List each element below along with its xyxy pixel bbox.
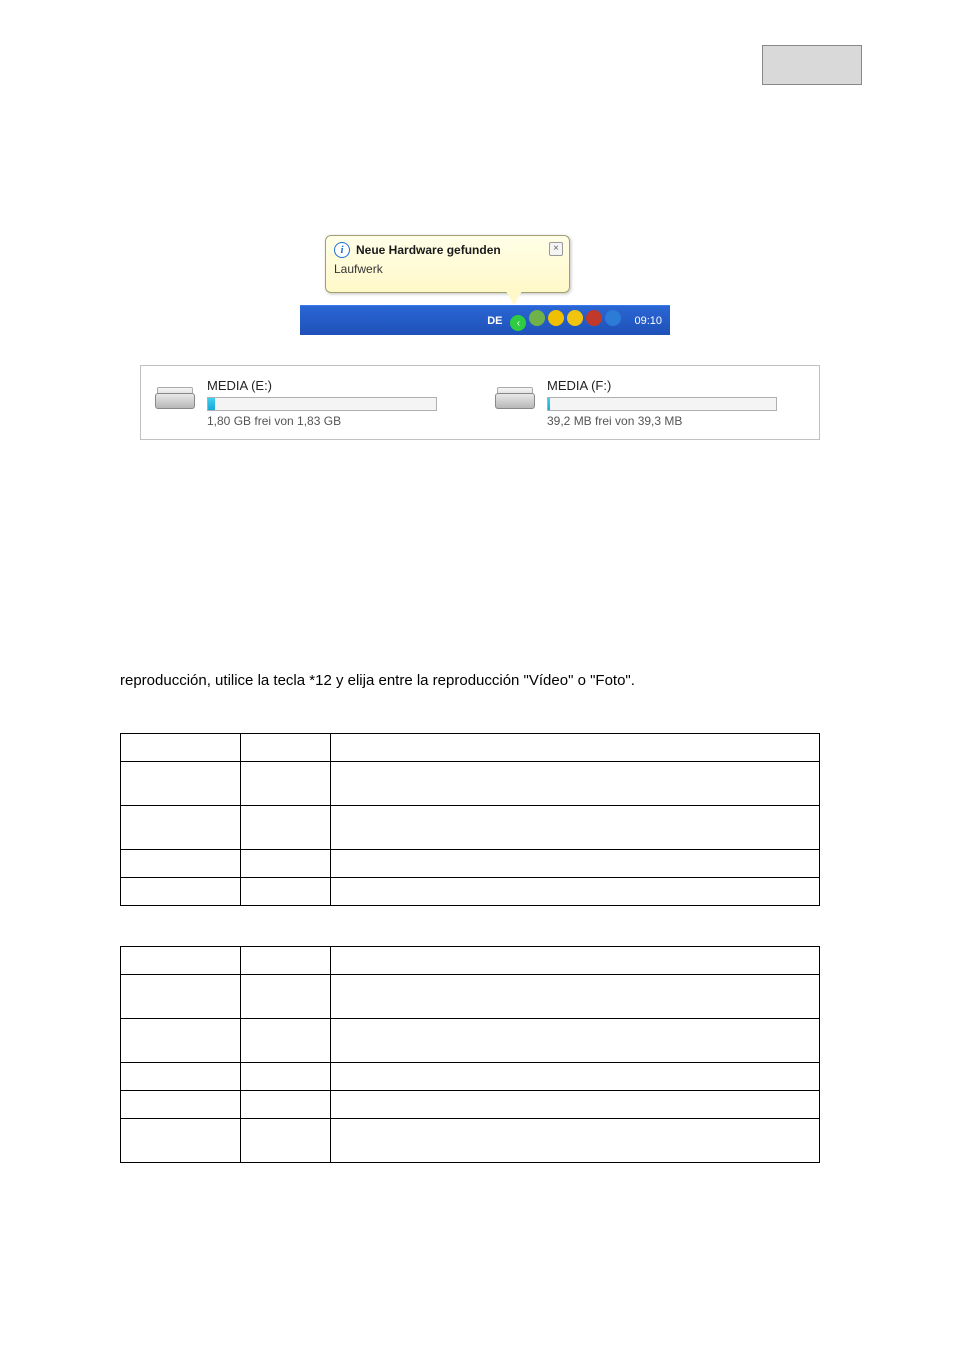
table-cell bbox=[121, 1062, 241, 1090]
table-cell bbox=[121, 733, 241, 761]
drives-panel: MEDIA (E:)1,80 GB frei von 1,83 GBMEDIA … bbox=[140, 365, 820, 440]
taskbar: DE ‹ 09:10 bbox=[300, 305, 670, 335]
notification-area: i Neue Hardware gefunden × Laufwerk DE ‹… bbox=[280, 235, 680, 355]
table-cell bbox=[241, 805, 331, 849]
close-icon[interactable]: × bbox=[549, 242, 563, 256]
tables-area bbox=[120, 733, 840, 1163]
table-cell bbox=[331, 849, 820, 877]
clock: 09:10 bbox=[634, 315, 662, 327]
drive-icon bbox=[495, 386, 537, 416]
drive-item[interactable]: MEDIA (E:) 1,80 GB frei von 1,83 GB bbox=[155, 378, 455, 428]
table-row bbox=[121, 946, 820, 974]
drive-bar bbox=[207, 397, 437, 411]
table-cell bbox=[241, 849, 331, 877]
audio-icon[interactable] bbox=[605, 310, 621, 326]
page-content: i Neue Hardware gefunden × Laufwerk DE ‹… bbox=[120, 235, 840, 1203]
language-indicator[interactable]: DE bbox=[487, 315, 502, 327]
table-cell bbox=[121, 974, 241, 1018]
table-row bbox=[121, 974, 820, 1018]
hardware-balloon: i Neue Hardware gefunden × Laufwerk bbox=[325, 235, 570, 293]
table-row bbox=[121, 1118, 820, 1162]
table-row bbox=[121, 761, 820, 805]
drive-info: MEDIA (E:) 1,80 GB frei von 1,83 GB bbox=[207, 378, 455, 428]
table-row bbox=[121, 849, 820, 877]
table-cell bbox=[331, 761, 820, 805]
table-cell bbox=[121, 805, 241, 849]
table-cell bbox=[241, 733, 331, 761]
balloon-title: Neue Hardware gefunden bbox=[356, 243, 501, 257]
table-row bbox=[121, 1018, 820, 1062]
balloon-title-row: i Neue Hardware gefunden bbox=[334, 242, 561, 258]
table-cell bbox=[121, 761, 241, 805]
table-row bbox=[121, 877, 820, 905]
table-cell bbox=[331, 1090, 820, 1118]
table-cell bbox=[331, 1118, 820, 1162]
table-cell bbox=[331, 1062, 820, 1090]
balloon-subtitle: Laufwerk bbox=[334, 262, 561, 276]
table-cell bbox=[331, 877, 820, 905]
antivirus-icon[interactable] bbox=[548, 310, 564, 326]
table-cell bbox=[331, 974, 820, 1018]
table-row bbox=[121, 1062, 820, 1090]
table-row bbox=[121, 733, 820, 761]
table-cell bbox=[241, 1090, 331, 1118]
table-1 bbox=[120, 733, 820, 906]
body-paragraph: reproducción, utilice la tecla *12 y eli… bbox=[120, 670, 840, 693]
expand-icon[interactable]: ‹ bbox=[510, 315, 526, 331]
page-tab bbox=[762, 45, 862, 85]
table-cell bbox=[241, 1062, 331, 1090]
table-cell bbox=[121, 877, 241, 905]
table-cell bbox=[241, 1118, 331, 1162]
table-cell bbox=[331, 733, 820, 761]
table-row bbox=[121, 805, 820, 849]
drive-free-text: 39,2 MB frei von 39,3 MB bbox=[547, 414, 795, 428]
balloon-tail bbox=[506, 291, 522, 305]
table-cell bbox=[241, 974, 331, 1018]
table-cell bbox=[121, 1090, 241, 1118]
drive-icon bbox=[155, 386, 197, 416]
table-2 bbox=[120, 946, 820, 1163]
table-cell bbox=[121, 1018, 241, 1062]
network-icon[interactable] bbox=[586, 310, 602, 326]
table-cell bbox=[121, 946, 241, 974]
table-cell bbox=[121, 1118, 241, 1162]
drive-free-text: 1,80 GB frei von 1,83 GB bbox=[207, 414, 455, 428]
table-row bbox=[121, 1090, 820, 1118]
info-icon: i bbox=[334, 242, 350, 258]
drive-name: MEDIA (E:) bbox=[207, 378, 455, 393]
table-cell bbox=[331, 1018, 820, 1062]
table-cell bbox=[241, 877, 331, 905]
table-cell bbox=[241, 946, 331, 974]
drive-item[interactable]: MEDIA (F:) 39,2 MB frei von 39,3 MB bbox=[495, 378, 795, 428]
drive-info: MEDIA (F:) 39,2 MB frei von 39,3 MB bbox=[547, 378, 795, 428]
table-cell bbox=[241, 761, 331, 805]
safely-remove-icon[interactable] bbox=[529, 310, 545, 326]
drive-bar bbox=[547, 397, 777, 411]
table-cell bbox=[331, 805, 820, 849]
table-cell bbox=[331, 946, 820, 974]
table-cell bbox=[241, 1018, 331, 1062]
table-cell bbox=[121, 849, 241, 877]
drive-name: MEDIA (F:) bbox=[547, 378, 795, 393]
norton-icon[interactable] bbox=[567, 310, 583, 326]
